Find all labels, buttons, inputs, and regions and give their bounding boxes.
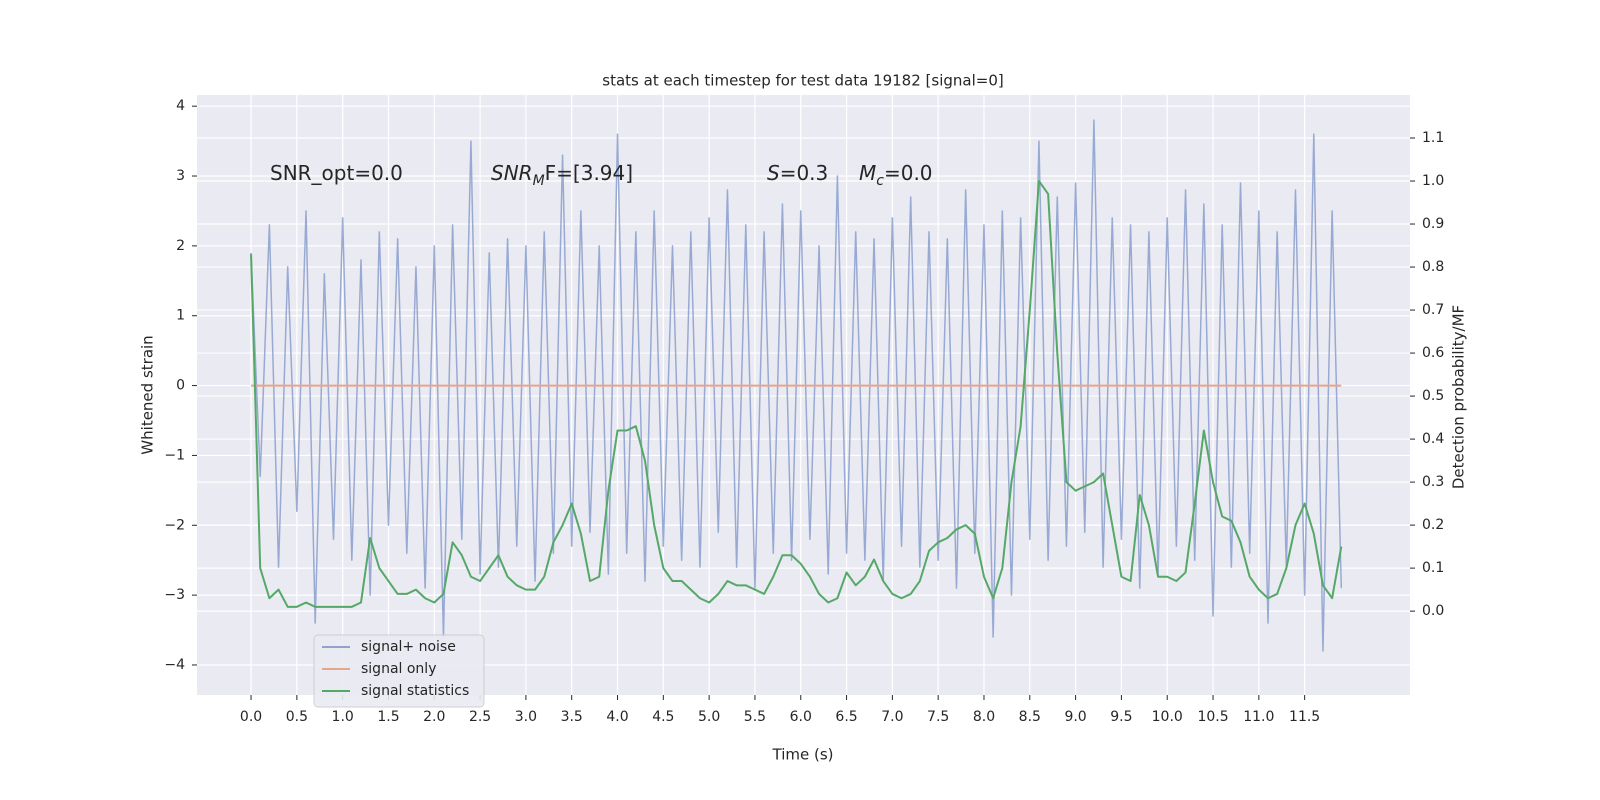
y2-tick-label: 0.0 — [1422, 603, 1444, 619]
y-tick-label: 4 — [176, 98, 185, 114]
y2-tick-label: 0.4 — [1422, 431, 1444, 447]
x-tick-label: 11.5 — [1289, 709, 1320, 725]
annotation-part: SNR_opt=0.0 — [270, 161, 403, 185]
y2-tick-label: 0.9 — [1422, 216, 1444, 232]
y2-axis-label: Detection probability/MF — [1450, 305, 1468, 489]
annotation-part: =0.0 — [884, 161, 933, 185]
x-tick-label: 8.5 — [1019, 709, 1041, 725]
x-tick-label: 9.0 — [1064, 709, 1086, 725]
annotation-part: c — [876, 173, 884, 189]
legend-label: signal statistics — [361, 683, 469, 699]
y2-tick-label: 1.1 — [1422, 130, 1444, 146]
x-tick-label: 5.5 — [744, 709, 766, 725]
annotation: S=0.3 — [767, 161, 828, 185]
annotation-part: M — [533, 173, 545, 189]
x-tick-label: 2.0 — [423, 709, 445, 725]
annotation-part: =0.3 — [780, 161, 829, 185]
annotation-part: S — [767, 161, 780, 185]
legend-label: signal only — [361, 661, 436, 677]
y-tick-label: 3 — [176, 168, 185, 184]
x-axis-label: Time (s) — [772, 746, 834, 764]
data-line — [250, 180, 1343, 608]
annotation: Mc=0.0 — [859, 161, 933, 189]
x-tick-label: 10.0 — [1152, 709, 1183, 725]
y2-tick-label: 0.6 — [1422, 345, 1444, 361]
x-tick-label: 1.0 — [332, 709, 354, 725]
x-tick-label: 9.5 — [1110, 709, 1132, 725]
y2-tick-label: 0.7 — [1422, 302, 1444, 318]
y2-tick-label: 0.8 — [1422, 259, 1444, 275]
y2-tick-label: 0.5 — [1422, 388, 1444, 404]
y2-tick-label: 0.3 — [1422, 474, 1444, 490]
chart-title: stats at each timestep for test data 191… — [602, 72, 1003, 90]
x-tick-label: 10.5 — [1197, 709, 1228, 725]
annotation-part: SNR — [491, 161, 533, 185]
y-tick-label: −1 — [164, 447, 185, 463]
x-tick-label: 7.5 — [927, 709, 949, 725]
y2-tick-label: 0.1 — [1422, 560, 1444, 576]
x-tick-label: 6.5 — [835, 709, 857, 725]
x-tick-label: 0.0 — [240, 709, 262, 725]
x-tick-label: 2.5 — [469, 709, 491, 725]
x-tick-label: 3.0 — [515, 709, 537, 725]
x-tick-label: 4.0 — [606, 709, 628, 725]
x-tick-label: 11.0 — [1243, 709, 1274, 725]
y-tick-label: 2 — [176, 238, 185, 254]
x-tick-label: 6.0 — [790, 709, 812, 725]
x-tick-label: 5.0 — [698, 709, 720, 725]
legend-box — [313, 634, 485, 708]
x-tick-label: 8.0 — [973, 709, 995, 725]
y2-tick-label: 1.0 — [1422, 173, 1444, 189]
y-tick-label: −4 — [164, 657, 185, 673]
annotation: SNRMF=[3.94] — [491, 161, 633, 189]
y-tick-label: 0 — [176, 378, 185, 394]
annotation-part: M — [859, 161, 876, 185]
y-tick-label: −2 — [164, 517, 185, 533]
x-tick-label: 4.5 — [652, 709, 674, 725]
y2-tick-label: 0.2 — [1422, 517, 1444, 533]
y-axis-label: Whitened strain — [139, 335, 157, 454]
plot-area — [197, 95, 1410, 695]
x-tick-label: 7.0 — [881, 709, 903, 725]
annotation: SNR_opt=0.0 — [270, 161, 403, 185]
y-tick-label: 1 — [176, 308, 185, 324]
y-tick-label: −3 — [164, 587, 185, 603]
x-tick-label: 3.5 — [561, 709, 583, 725]
x-tick-label: 1.5 — [377, 709, 399, 725]
x-tick-label: 0.5 — [286, 709, 308, 725]
annotation-part: F=[3.94] — [545, 161, 633, 185]
legend-label: signal+ noise — [361, 639, 456, 655]
